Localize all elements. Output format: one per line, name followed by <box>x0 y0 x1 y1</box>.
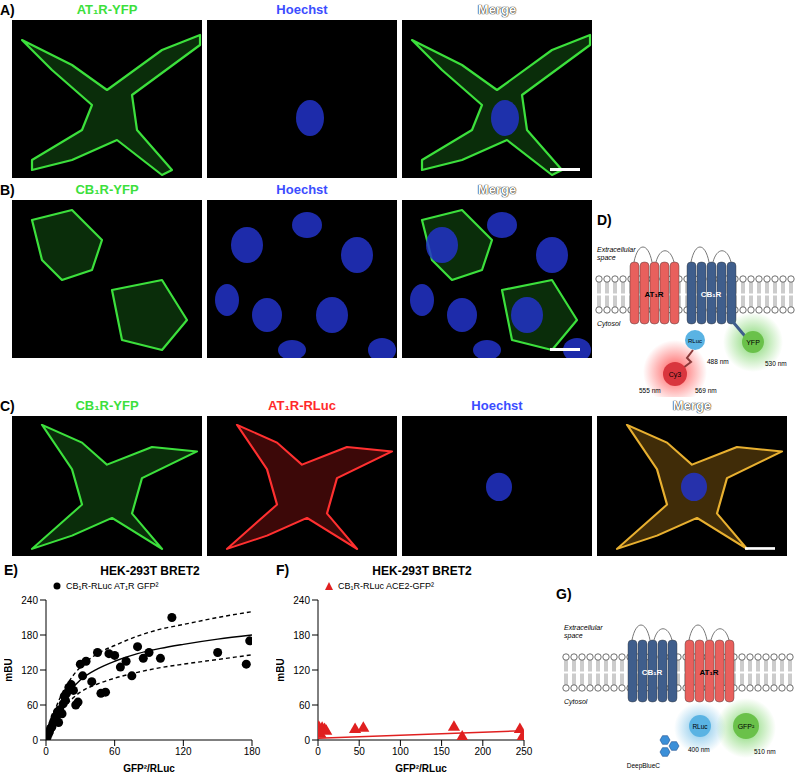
svg-text:AT₁R: AT₁R <box>699 668 718 677</box>
svg-text:0: 0 <box>32 735 38 746</box>
svg-text:GFP²/RLuc: GFP²/RLuc <box>123 763 175 774</box>
svg-text:488 nm: 488 nm <box>707 358 729 365</box>
html-text:Merge: Merge <box>477 2 517 17</box>
svg-text:200: 200 <box>474 746 491 757</box>
svg-text:CB₁R: CB₁R <box>701 290 722 299</box>
svg-text:0: 0 <box>304 735 310 746</box>
svg-text:250: 250 <box>516 746 533 757</box>
html-text:HEK-293T BRET2: HEK-293T BRET2 <box>372 564 472 578</box>
html-text:A): A) <box>0 2 15 18</box>
svg-text:510 nm: 510 nm <box>754 748 776 755</box>
html-text:Merge: Merge <box>672 398 712 413</box>
svg-text:60: 60 <box>109 746 121 757</box>
svg-text:569 nm: 569 nm <box>695 387 717 394</box>
svg-text:120: 120 <box>21 665 38 676</box>
html-text:D): D) <box>597 212 612 228</box>
html-text:CB₁R-YFP: CB₁R-YFP <box>75 182 139 197</box>
svg-text:240: 240 <box>21 595 38 606</box>
svg-text:50: 50 <box>354 746 366 757</box>
svg-text:Extracellularspace: Extracellularspace <box>597 246 636 262</box>
html-text:B): B) <box>0 182 15 198</box>
html-text:AT₁R-RLuc: AT₁R-RLuc <box>268 398 336 413</box>
svg-text:RLuc: RLuc <box>692 723 708 730</box>
html-text:Hoechst: Hoechst <box>276 182 328 197</box>
svg-text:mBU: mBU <box>4 658 14 681</box>
svg-text:GFP²/RLuc: GFP²/RLuc <box>395 763 447 774</box>
html-text:CB₁R-YFP: CB₁R-YFP <box>75 398 139 413</box>
svg-text:180: 180 <box>293 630 310 641</box>
svg-text:Cytosol: Cytosol <box>564 698 588 706</box>
svg-text:400 nm: 400 nm <box>688 746 710 753</box>
svg-text:0: 0 <box>43 746 49 757</box>
html-text:Merge: Merge <box>477 182 517 197</box>
svg-text:150: 150 <box>433 746 450 757</box>
svg-text:60: 60 <box>27 700 39 711</box>
svg-text:CB₁R: CB₁R <box>642 668 663 677</box>
svg-text:Cy3: Cy3 <box>669 371 682 379</box>
svg-text:0: 0 <box>315 746 321 757</box>
svg-text:60: 60 <box>299 700 311 711</box>
svg-text:AT₁R: AT₁R <box>644 290 663 299</box>
svg-text:240: 240 <box>293 595 310 606</box>
svg-text:Cytosol: Cytosol <box>597 320 621 328</box>
svg-text:GFP²: GFP² <box>738 723 755 730</box>
svg-text:100: 100 <box>392 746 409 757</box>
html-text:CB₁R-RLuc ACE2-GFP²: CB₁R-RLuc ACE2-GFP² <box>338 581 435 591</box>
html-text:F): F) <box>276 562 290 578</box>
svg-text:180: 180 <box>244 746 261 757</box>
html-text:G): G) <box>556 586 572 602</box>
svg-text:RLuc: RLuc <box>688 338 702 344</box>
svg-text:555 nm: 555 nm <box>639 387 661 394</box>
html-text:AT₁R-YFP: AT₁R-YFP <box>76 2 138 17</box>
svg-text:mBU: mBU <box>276 658 286 681</box>
svg-text:YFP: YFP <box>746 339 760 346</box>
svg-text:180: 180 <box>21 630 38 641</box>
html-text:HEK-293T BRET2: HEK-293T BRET2 <box>100 564 200 578</box>
svg-text:120: 120 <box>293 665 310 676</box>
html-text:Hoechst: Hoechst <box>471 398 523 413</box>
svg-text:Extracellularspace: Extracellularspace <box>564 624 603 640</box>
svg-text:120: 120 <box>175 746 192 757</box>
html-text:C): C) <box>0 398 15 414</box>
html-text:CB₁R-RLuc AT₁R GFP²: CB₁R-RLuc AT₁R GFP² <box>66 581 159 591</box>
svg-text:530 nm: 530 nm <box>765 360 787 367</box>
html-text:E): E) <box>4 562 18 578</box>
html-text:Hoechst: Hoechst <box>276 2 328 17</box>
svg-text:DeepBlueC: DeepBlueC <box>627 762 661 770</box>
